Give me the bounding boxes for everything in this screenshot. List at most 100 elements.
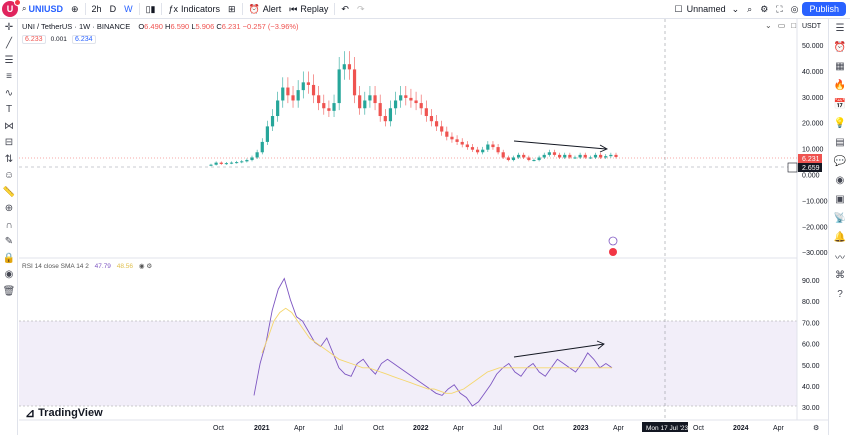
currency-label[interactable]: USDT [802, 23, 822, 30]
interval-2h[interactable]: 2h [91, 4, 102, 14]
collapse-pane-icon[interactable]: ▭ [777, 21, 786, 30]
data-window-icon[interactable]: ▦ [835, 61, 845, 72]
alarm-icon: ⏰ [248, 3, 260, 14]
alert-button[interactable]: ⏰ Alert [248, 3, 282, 15]
notifications-icon[interactable]: 🔔 [833, 232, 847, 243]
screener-icon[interactable]: ▣ [835, 194, 845, 205]
candle-body [219, 162, 223, 164]
time-tick-label: 2021 [254, 425, 270, 432]
undo-button[interactable]: ↶ [337, 0, 353, 19]
pine-icon[interactable]: ⌘ [835, 270, 845, 281]
zoom-icon[interactable]: ⊕ [4, 203, 14, 215]
candle-body [527, 157, 531, 161]
streams-icon[interactable]: ◉ [835, 175, 845, 186]
candle-body [368, 95, 372, 101]
settings-button[interactable]: ⚙ [756, 0, 772, 19]
publish-button[interactable]: Publish [802, 2, 846, 16]
channel-icon[interactable]: ≡ [6, 71, 12, 83]
rsi-tick-label: 30.00 [802, 405, 820, 412]
hotlist-icon[interactable]: 🔥 [833, 80, 847, 91]
crosshair-date-tag [642, 422, 688, 432]
bid-chip[interactable]: 6.233 [22, 35, 46, 44]
candle-body [265, 126, 269, 142]
horizontal-lines-icon[interactable]: ☰ [4, 54, 14, 66]
lock-icon[interactable]: 🔒 [2, 252, 16, 264]
brush-icon[interactable]: ∿ [4, 87, 14, 99]
settings-icon[interactable]: ⚙ [146, 263, 153, 270]
candles [209, 51, 618, 167]
snapshot-button[interactable]: ◎ [787, 0, 803, 19]
time-axis[interactable]: Oct 2021 Apr Jul Oct 2022 Apr Jul Oct 2023 Apr Oct 2… [213, 425, 785, 432]
candle-body [229, 162, 234, 164]
interval-w[interactable]: W [124, 4, 133, 14]
candle-body [481, 149, 485, 153]
ideas-icon[interactable]: 💡 [833, 118, 847, 129]
ruler-icon[interactable]: 📏 [2, 186, 16, 198]
prediction-icon[interactable]: ⇅ [4, 153, 14, 165]
event-dividend-icon[interactable] [608, 236, 618, 246]
user-avatar[interactable]: U [2, 0, 21, 17]
candle-body [306, 82, 311, 85]
trendline-icon[interactable]: ╱ [5, 38, 13, 50]
legend-title[interactable]: UNI / TetherUS · 1W · BINANCE [22, 22, 131, 31]
text-icon[interactable]: T [5, 104, 13, 116]
help-icon[interactable]: ? [837, 289, 843, 300]
crosshair-price-text: 2.659 [802, 165, 820, 172]
lock-drawing-icon[interactable]: ✎ [4, 236, 14, 248]
trendline-arrow-price[interactable] [513, 140, 609, 153]
event-flag-icon[interactable] [609, 248, 617, 256]
alerts-icon[interactable]: ⏰ [833, 42, 847, 53]
broadcast-icon[interactable]: 📡 [833, 213, 847, 224]
candle-body [224, 163, 228, 165]
replay-button[interactable]: ⏮ Replay [289, 3, 329, 15]
chevron-down-icon[interactable]: ⌄ [765, 21, 772, 30]
eye-icon[interactable]: ◉ [4, 269, 14, 281]
indicators-button[interactable]: ƒx Indicators [168, 4, 221, 14]
maximize-pane-icon[interactable]: □ [791, 21, 797, 30]
candle-body [352, 69, 357, 96]
quick-search-button[interactable]: ⌕ [743, 0, 756, 19]
candle-body [276, 100, 280, 117]
chat-icon[interactable]: 💬 [833, 156, 847, 167]
axis-settings-icon[interactable]: ⚙ [813, 424, 819, 432]
emoji-icon[interactable]: ☺ [3, 170, 15, 182]
templates-button[interactable]: ⊞ [224, 0, 240, 19]
news-icon[interactable]: ▤ [835, 137, 845, 148]
crosshair-icon[interactable]: ✛ [4, 21, 14, 33]
fib-icon[interactable]: ⊟ [4, 137, 14, 149]
symbol-search-button[interactable]: ⌕ UNIUSD [18, 0, 67, 19]
watchlist-icon[interactable]: ☰ [835, 23, 845, 34]
add-alert-plus-icon[interactable] [787, 162, 798, 173]
pattern-icon[interactable]: ⋈ [4, 120, 14, 132]
rsi-legend[interactable]: RSI 14 close SMA 14 2 47.79 48.56 ◉ ⚙ [22, 263, 153, 270]
redo-button[interactable]: ↷ [353, 0, 369, 19]
price-tick-label: −10.000 [802, 198, 828, 205]
layout-button[interactable]: ☐ Unnamed ⌄ [674, 3, 740, 15]
price-axis[interactable]: 50.000 40.000 30.000 20.000 10.000 0.000 −10.0… [802, 43, 828, 257]
chart-type-button[interactable]: ▯▮ [142, 0, 160, 19]
trendline-arrow-rsi[interactable] [513, 340, 605, 358]
eye-icon[interactable]: ◉ [138, 263, 145, 270]
ask-chip[interactable]: 6.234 [72, 35, 96, 44]
magnet-icon[interactable]: ∩ [5, 219, 13, 231]
fullscreen-button[interactable]: ⛶ [772, 0, 786, 19]
candle-body [347, 64, 352, 70]
candle-body [573, 157, 577, 159]
trash-icon[interactable]: 🗑 [2, 285, 16, 297]
price-tick-label: 40.000 [802, 69, 824, 76]
candle-body [245, 160, 249, 162]
candle-body [419, 103, 423, 109]
interval-d[interactable]: D [109, 4, 117, 14]
trend-icon[interactable]: 〰 [835, 253, 845, 264]
rsi-axis[interactable]: 90.00 80.00 70.00 60.00 50.00 40.00 30.00 [802, 278, 820, 412]
time-tick-label: Oct [213, 425, 224, 432]
calendar-icon[interactable]: 📅 [833, 99, 847, 110]
candle-body [409, 97, 413, 101]
search-icon: ⌕ [22, 4, 27, 13]
candle-body [470, 147, 475, 150]
last-price-text: 6.231 [802, 156, 820, 163]
candle-body [363, 100, 367, 109]
compare-button[interactable]: ⊕ [67, 0, 83, 19]
last-price-tag [798, 154, 822, 163]
